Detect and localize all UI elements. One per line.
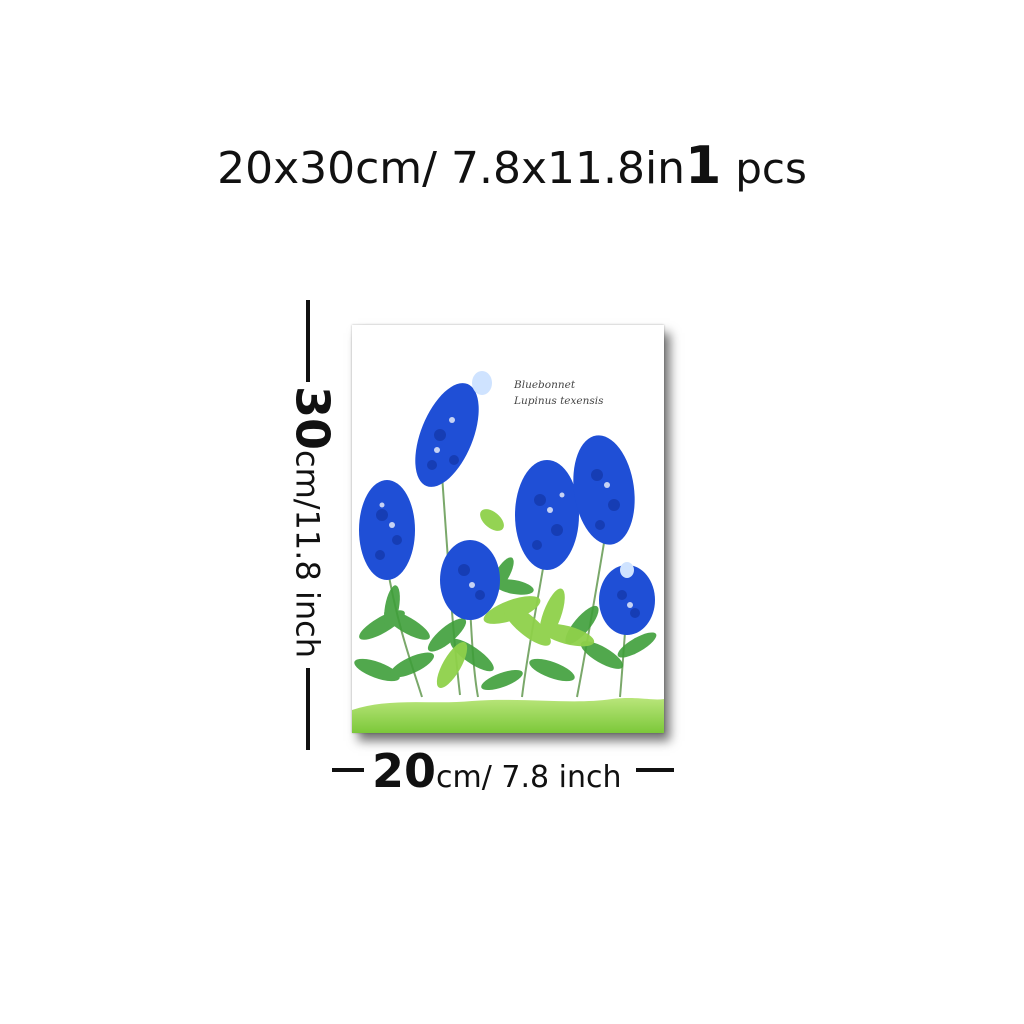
grass-ground <box>352 698 664 733</box>
height-dimension-line-top <box>306 300 310 382</box>
caption-common-name: Bluebonnet <box>514 379 576 391</box>
height-value: 30 <box>285 385 340 450</box>
botanical-caption: Bluebonnet Lupinus texensis <box>514 377 604 409</box>
height-dimension-line-bottom <box>306 668 310 750</box>
quantity-unit: pcs <box>735 144 807 193</box>
height-dimension-label: 30cm/11.8 inch <box>286 386 340 659</box>
bluebonnet-illustration <box>352 371 664 733</box>
caption-latin-name: Lupinus texensis <box>514 395 604 407</box>
width-dimension-line-left <box>332 768 364 772</box>
quantity-number: 1 <box>685 136 722 196</box>
size-text: 20x30cm/ 7.8x11.8in <box>217 143 686 194</box>
poster-print: Bluebonnet Lupinus texensis <box>352 325 664 733</box>
bluebonnet-flowers <box>359 371 655 635</box>
width-value: 20 <box>372 744 437 798</box>
product-size-title: 20x30cm/ 7.8x11.8in1 pcs <box>0 138 1024 197</box>
width-dimension-label: 20cm/ 7.8 inch <box>372 748 621 801</box>
leaf-clusters <box>354 509 657 690</box>
height-unit: cm/11.8 inch <box>288 450 327 659</box>
width-dimension-line-right <box>636 768 674 772</box>
width-unit: cm/ 7.8 inch <box>436 760 622 795</box>
